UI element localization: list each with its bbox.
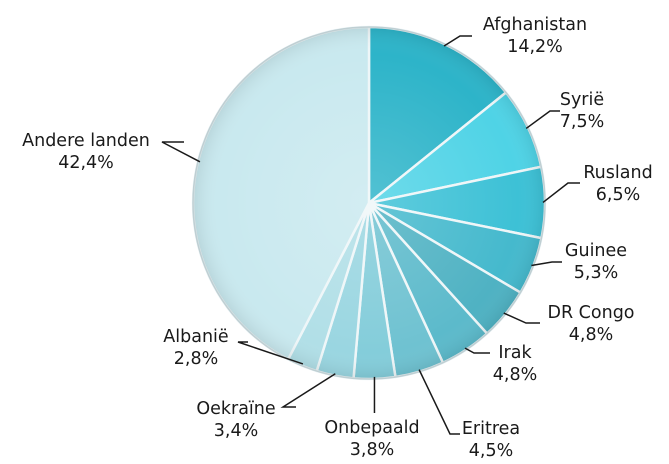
pie-slices	[191, 25, 547, 381]
slice-label-guinee: Guinee	[565, 241, 627, 261]
slice-value-eritrea: 4,5%	[469, 441, 513, 461]
slice-label-oekraine: Oekraïne	[196, 399, 275, 419]
slice-value-onbepaald: 3,8%	[350, 440, 394, 460]
leader-line-irak	[464, 347, 490, 354]
slice-value-irak: 4,8%	[493, 365, 537, 385]
leader-line-dr-congo	[503, 312, 540, 324]
slice-label-afghanistan: Afghanistan	[483, 15, 587, 35]
slice-value-andere-landen: 42,4%	[58, 153, 114, 173]
slice-label-syrie: Syrië	[560, 90, 604, 110]
slice-value-guinee: 5,3%	[574, 263, 618, 283]
slice-value-dr-congo: 4,8%	[569, 325, 613, 345]
leader-lines	[161, 35, 580, 435]
leader-line-eritrea	[418, 369, 460, 435]
slice-value-afghanistan: 14,2%	[507, 37, 563, 57]
slice-label-rusland: Rusland	[583, 163, 652, 183]
slice-label-albanie: Albanië	[163, 327, 228, 347]
leader-line-andere-landen	[161, 141, 201, 163]
leader-line-afghanistan	[443, 35, 472, 47]
leader-line-syrie	[525, 110, 560, 130]
pie-rim	[192, 26, 546, 380]
slice-value-albanie: 2,8%	[174, 349, 218, 369]
slice-label-irak: Irak	[498, 343, 532, 363]
leader-line-oekraine	[280, 373, 336, 408]
slice-label-onbepaald: Onbepaald	[324, 418, 419, 438]
leader-line-albanie	[237, 341, 304, 365]
slice-label-eritrea: Eritrea	[462, 419, 520, 439]
leader-line-guinee	[531, 261, 562, 267]
slice-label-dr-congo: DR Congo	[547, 303, 634, 323]
slice-value-oekraine: 3,4%	[214, 421, 258, 441]
leader-line-rusland	[542, 182, 580, 204]
slice-value-rusland: 6,5%	[596, 185, 640, 205]
slice-label-andere-landen: Andere landen	[22, 131, 150, 151]
slice-value-syrie: 7,5%	[560, 112, 604, 132]
